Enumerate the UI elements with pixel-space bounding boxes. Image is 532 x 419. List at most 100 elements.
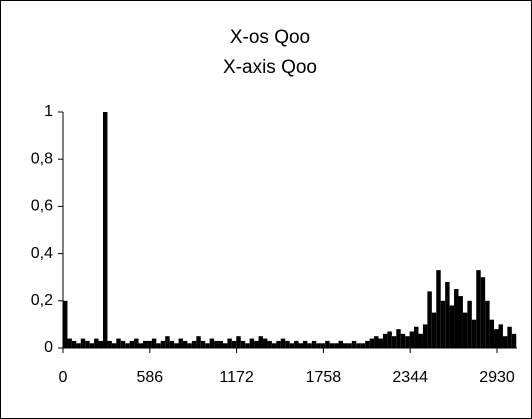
bar bbox=[351, 340, 357, 348]
bar bbox=[254, 340, 259, 348]
bar bbox=[285, 340, 290, 348]
bar bbox=[89, 343, 95, 348]
bar bbox=[422, 324, 428, 348]
bar bbox=[462, 312, 468, 348]
bar bbox=[431, 312, 437, 348]
bar bbox=[485, 300, 490, 348]
y-tick-label: 0,8 bbox=[31, 150, 53, 167]
bar bbox=[182, 340, 188, 348]
bar bbox=[125, 343, 130, 348]
bar bbox=[325, 340, 330, 348]
bar bbox=[360, 343, 366, 348]
bar bbox=[302, 340, 308, 348]
bar bbox=[369, 338, 375, 348]
bar bbox=[489, 319, 495, 348]
bar bbox=[107, 340, 112, 348]
bar bbox=[196, 336, 201, 348]
bar bbox=[151, 338, 157, 348]
y-tick-label: 0,2 bbox=[31, 292, 53, 309]
bar bbox=[445, 281, 450, 348]
y-tick-label: 0 bbox=[44, 339, 53, 356]
bar bbox=[200, 340, 206, 348]
bar bbox=[134, 338, 139, 348]
bar bbox=[76, 343, 81, 348]
bar bbox=[436, 270, 441, 348]
x-tick-label: 2930 bbox=[479, 369, 515, 386]
bar bbox=[67, 338, 72, 348]
bar bbox=[262, 338, 268, 348]
bar bbox=[249, 338, 255, 348]
bar bbox=[218, 340, 223, 348]
bar bbox=[342, 343, 348, 348]
bar bbox=[414, 326, 419, 348]
bar bbox=[138, 343, 143, 348]
bar bbox=[502, 336, 508, 348]
bar bbox=[418, 333, 423, 348]
bar bbox=[476, 270, 481, 348]
bar bbox=[102, 112, 108, 348]
x-tick-label: 2344 bbox=[392, 369, 428, 386]
bar bbox=[191, 340, 197, 348]
bar bbox=[294, 340, 299, 348]
bar bbox=[507, 326, 512, 348]
bar bbox=[160, 340, 166, 348]
bar bbox=[427, 291, 432, 348]
bar bbox=[480, 277, 486, 348]
bar bbox=[365, 340, 370, 348]
bar bbox=[409, 331, 415, 348]
chart-title: X-os Qoo bbox=[230, 27, 310, 48]
bar bbox=[320, 343, 326, 348]
bar bbox=[85, 340, 90, 348]
bar bbox=[405, 336, 410, 348]
bar bbox=[80, 338, 86, 348]
bar bbox=[165, 336, 170, 348]
bar bbox=[307, 343, 312, 348]
bar bbox=[311, 340, 317, 348]
bar bbox=[440, 300, 446, 348]
bar bbox=[338, 340, 343, 348]
bar bbox=[98, 340, 103, 348]
bar bbox=[258, 336, 263, 348]
bar bbox=[236, 336, 241, 348]
bar bbox=[129, 340, 135, 348]
bar bbox=[240, 340, 246, 348]
bar bbox=[356, 343, 361, 348]
bar bbox=[267, 340, 272, 348]
bar bbox=[280, 338, 286, 348]
bar bbox=[178, 338, 183, 348]
bar bbox=[454, 289, 459, 348]
bar bbox=[116, 338, 121, 348]
bar bbox=[347, 343, 352, 348]
bar bbox=[209, 338, 215, 348]
bar bbox=[214, 340, 219, 348]
bar bbox=[334, 343, 339, 348]
bar bbox=[316, 343, 321, 348]
bar bbox=[374, 336, 379, 348]
bar bbox=[63, 300, 68, 348]
bar bbox=[378, 338, 383, 348]
bar bbox=[231, 340, 237, 348]
bar bbox=[329, 343, 335, 348]
bar bbox=[298, 343, 303, 348]
bar bbox=[458, 296, 463, 348]
bar bbox=[111, 343, 117, 348]
y-tick-label: 0,6 bbox=[31, 198, 53, 215]
bar bbox=[449, 305, 455, 348]
bar bbox=[156, 343, 161, 348]
bar bbox=[276, 340, 281, 348]
bar bbox=[245, 343, 250, 348]
bar bbox=[142, 340, 148, 348]
bar bbox=[396, 329, 401, 348]
x-tick-label: 1172 bbox=[219, 369, 254, 386]
bar bbox=[271, 343, 277, 348]
bar bbox=[187, 343, 192, 348]
bar bbox=[382, 333, 388, 348]
bar bbox=[471, 319, 477, 348]
x-tick-label: 586 bbox=[136, 369, 163, 386]
bar bbox=[400, 333, 406, 348]
y-tick-label: 1 bbox=[44, 103, 53, 120]
bar bbox=[391, 336, 397, 348]
bar bbox=[120, 340, 126, 348]
